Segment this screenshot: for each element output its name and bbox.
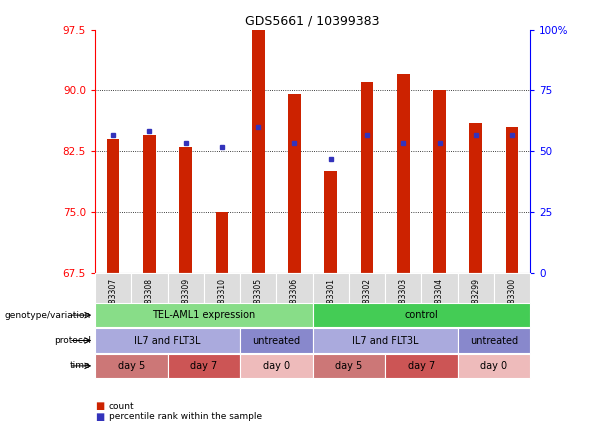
Text: GSM1583306: GSM1583306	[290, 278, 299, 329]
Text: ■: ■	[95, 412, 104, 422]
Text: genotype/variation: genotype/variation	[4, 310, 91, 320]
Text: GSM1583309: GSM1583309	[181, 278, 190, 329]
Bar	[180, 147, 192, 273]
Bar	[143, 135, 156, 273]
Text: GSM1583310: GSM1583310	[218, 278, 226, 329]
Text: GSM1583300: GSM1583300	[508, 278, 517, 329]
Text: TEL-AML1 expression: TEL-AML1 expression	[152, 310, 256, 320]
Text: time: time	[70, 361, 91, 371]
Bar	[288, 94, 301, 273]
FancyBboxPatch shape	[458, 354, 530, 378]
Bar	[433, 91, 446, 273]
Text: GSM1583301: GSM1583301	[326, 278, 335, 329]
FancyBboxPatch shape	[167, 354, 240, 378]
Text: control: control	[405, 310, 438, 320]
Text: untreated: untreated	[470, 335, 518, 346]
FancyBboxPatch shape	[167, 273, 204, 307]
Text: protocol: protocol	[54, 336, 91, 345]
FancyBboxPatch shape	[240, 273, 276, 307]
Text: day 5: day 5	[118, 361, 145, 371]
FancyBboxPatch shape	[313, 303, 530, 327]
FancyBboxPatch shape	[204, 273, 240, 307]
Text: GSM1583307: GSM1583307	[109, 278, 118, 329]
FancyBboxPatch shape	[422, 273, 458, 307]
Text: GSM1583304: GSM1583304	[435, 278, 444, 329]
FancyBboxPatch shape	[95, 354, 167, 378]
FancyBboxPatch shape	[95, 328, 240, 353]
Text: day 0: day 0	[481, 361, 508, 371]
Bar	[397, 74, 409, 273]
Bar	[324, 171, 337, 273]
FancyBboxPatch shape	[385, 354, 458, 378]
FancyBboxPatch shape	[313, 328, 458, 353]
FancyBboxPatch shape	[458, 273, 494, 307]
Text: GSM1583308: GSM1583308	[145, 278, 154, 329]
Bar	[252, 30, 265, 273]
Text: IL7 and FLT3L: IL7 and FLT3L	[352, 335, 419, 346]
FancyBboxPatch shape	[95, 303, 313, 327]
Text: GSM1583303: GSM1583303	[399, 278, 408, 329]
FancyBboxPatch shape	[494, 273, 530, 307]
Text: GSM1583305: GSM1583305	[254, 278, 263, 329]
Text: day 5: day 5	[335, 361, 362, 371]
FancyBboxPatch shape	[95, 273, 131, 307]
Text: day 0: day 0	[263, 361, 290, 371]
Text: day 7: day 7	[408, 361, 435, 371]
Title: GDS5661 / 10399383: GDS5661 / 10399383	[245, 14, 380, 27]
Text: GSM1583302: GSM1583302	[362, 278, 371, 329]
Text: count: count	[109, 401, 134, 411]
Bar	[506, 127, 519, 273]
Bar	[360, 82, 373, 273]
FancyBboxPatch shape	[240, 328, 313, 353]
Bar	[216, 212, 228, 273]
FancyBboxPatch shape	[131, 273, 167, 307]
Text: untreated: untreated	[253, 335, 300, 346]
Bar	[470, 123, 482, 273]
Text: GSM1583299: GSM1583299	[471, 278, 481, 329]
Text: percentile rank within the sample: percentile rank within the sample	[109, 412, 262, 421]
FancyBboxPatch shape	[240, 354, 313, 378]
FancyBboxPatch shape	[349, 273, 385, 307]
FancyBboxPatch shape	[276, 273, 313, 307]
FancyBboxPatch shape	[385, 273, 422, 307]
Text: IL7 and FLT3L: IL7 and FLT3L	[134, 335, 201, 346]
Text: ■: ■	[95, 401, 104, 411]
FancyBboxPatch shape	[313, 273, 349, 307]
Bar	[107, 139, 120, 273]
FancyBboxPatch shape	[458, 328, 530, 353]
FancyBboxPatch shape	[313, 354, 385, 378]
Text: day 7: day 7	[190, 361, 218, 371]
